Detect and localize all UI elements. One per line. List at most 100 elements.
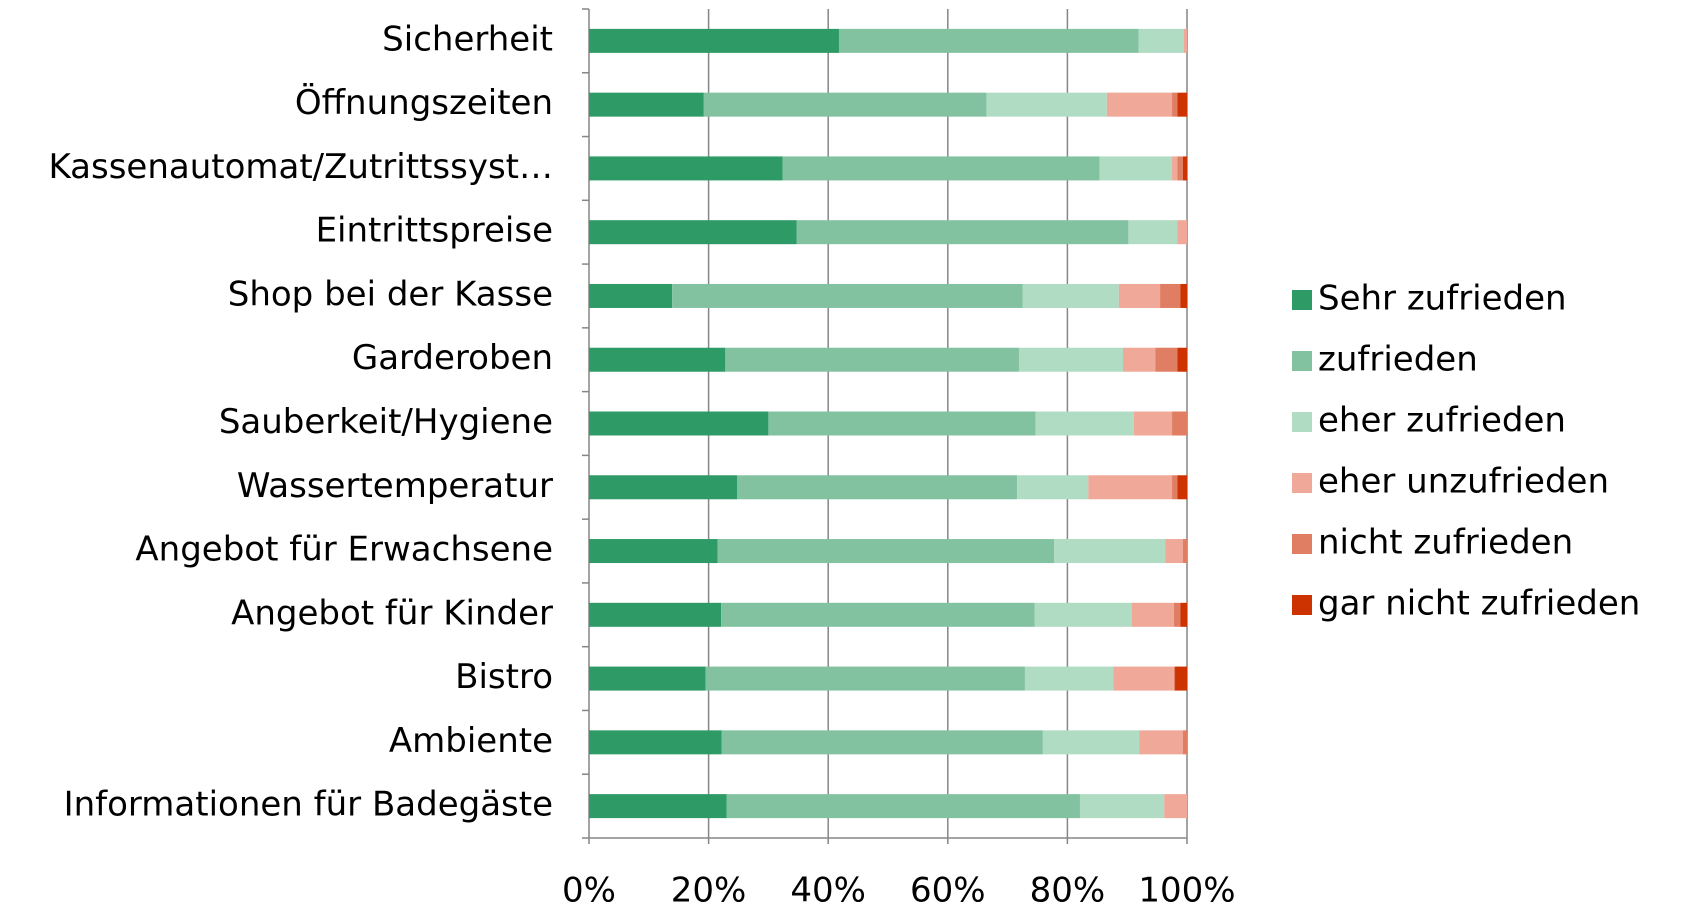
bar-segment — [589, 730, 722, 755]
y-tick-label: Shop bei der Kasse — [228, 274, 553, 314]
bar-segment — [589, 475, 738, 500]
bar-segment — [838, 28, 1139, 53]
bar-segment — [1017, 475, 1089, 500]
bar-segment — [589, 92, 704, 117]
legend-label: Sehr zufrieden — [1318, 279, 1567, 319]
bar-segment — [1054, 539, 1166, 564]
y-tick-label: Sauberkeit/Hygiene — [219, 402, 553, 442]
bar-segment — [717, 539, 1055, 564]
bar-segment — [1131, 602, 1174, 627]
bar-segment — [589, 28, 839, 53]
x-tick-label: 20% — [671, 871, 747, 903]
bar-segment — [796, 220, 1129, 245]
legend-swatch — [1292, 473, 1312, 493]
y-tick-label: Garderoben — [352, 338, 553, 378]
bar-segment — [672, 283, 1023, 308]
bar-segment — [1133, 411, 1173, 436]
bar-segment — [705, 666, 1025, 691]
bar-segment — [1177, 347, 1187, 372]
bar-segment — [1172, 156, 1178, 181]
bar-segment — [1177, 220, 1187, 245]
bar-segment — [1173, 602, 1181, 627]
legend-swatch — [1292, 595, 1312, 615]
bar-segment — [1180, 283, 1187, 308]
bar-segment — [1175, 666, 1187, 691]
bar-segment — [725, 347, 1019, 372]
bar-segment — [1182, 539, 1187, 564]
bar-segment — [1172, 92, 1178, 117]
legend-label: gar nicht zufrieden — [1318, 584, 1640, 624]
bar-segment — [1123, 347, 1156, 372]
bar-segment — [1024, 666, 1114, 691]
bar-segment — [1138, 28, 1185, 53]
bar-segment — [737, 475, 1018, 500]
bar-segment — [589, 347, 726, 372]
legend-swatch — [1292, 290, 1312, 310]
bar-segment — [1118, 283, 1161, 308]
bar-segment — [589, 220, 797, 245]
bar-segment — [1128, 220, 1178, 245]
x-tick-label: 40% — [790, 871, 866, 903]
bar-segment — [1177, 92, 1187, 117]
bar-segment — [721, 602, 1035, 627]
bar-segment — [1099, 156, 1173, 181]
bar-segment — [1113, 666, 1174, 691]
legend-swatch — [1292, 534, 1312, 554]
bar-segment — [721, 730, 1043, 755]
bar-segment — [1139, 730, 1183, 755]
x-tick-label: 100% — [1138, 871, 1235, 903]
bar-segment — [1022, 283, 1119, 308]
bar-segment — [1160, 283, 1181, 308]
bar-segment — [1042, 730, 1140, 755]
x-tick-label: 60% — [910, 871, 986, 903]
legend-swatch — [1292, 412, 1312, 432]
bar-segment — [1177, 475, 1187, 500]
bar-segment — [1172, 475, 1178, 500]
bar-segment — [1182, 156, 1187, 181]
legend-label: nicht zufrieden — [1318, 523, 1573, 563]
bar-segment — [1106, 92, 1173, 117]
y-tick-label: Sicherheit — [382, 19, 553, 59]
y-tick-label: Kassenautomat/Zutrittssyst… — [48, 147, 553, 187]
bar-segment — [1164, 794, 1187, 819]
x-tick-label: 80% — [1030, 871, 1106, 903]
bar-segment — [703, 92, 987, 117]
y-tick-label: Öffnungszeiten — [295, 82, 553, 123]
bar-segment — [1088, 475, 1173, 500]
bar-segment — [768, 411, 1036, 436]
bar-segment — [589, 794, 727, 819]
bar-segment — [589, 411, 769, 436]
bar-segment — [1035, 411, 1134, 436]
legend-label: eher unzufrieden — [1318, 462, 1609, 502]
bar-segment — [1034, 602, 1132, 627]
bar-segment — [726, 794, 1080, 819]
y-tick-label: Ambiente — [389, 721, 553, 761]
bar-segment — [589, 283, 673, 308]
bar-segment — [589, 156, 783, 181]
y-tick-label: Informationen für Badegäste — [64, 785, 553, 825]
bar-segment — [1180, 602, 1187, 627]
y-tick-label: Angebot für Kinder — [231, 593, 553, 633]
legend-swatch — [1292, 351, 1312, 371]
bar-segment — [1182, 730, 1187, 755]
bar-segment — [1177, 156, 1183, 181]
y-tick-label: Eintrittspreise — [316, 211, 553, 251]
legend-label: zufrieden — [1318, 340, 1478, 380]
bar-segment — [1018, 347, 1124, 372]
bar-segment — [589, 602, 722, 627]
bar-segment — [1184, 28, 1187, 53]
y-tick-label: Angebot für Erwachsene — [135, 530, 553, 570]
bar-segment — [986, 92, 1107, 117]
legend-label: eher zufrieden — [1318, 401, 1566, 441]
x-tick-label: 0% — [562, 871, 616, 903]
y-tick-label: Bistro — [455, 657, 553, 697]
bar-segment — [589, 539, 718, 564]
bar-segment — [1165, 539, 1183, 564]
bar-segment — [1173, 666, 1176, 691]
bar-segment — [589, 666, 706, 691]
y-tick-label: Wassertemperatur — [237, 466, 553, 506]
bar-segment — [1155, 347, 1178, 372]
bar-segment — [1172, 411, 1187, 436]
bar-segment — [782, 156, 1100, 181]
